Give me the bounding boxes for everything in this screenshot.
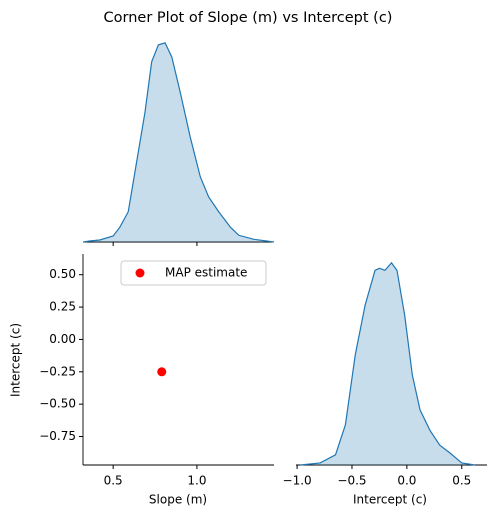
y-tick-label: −0.50	[39, 397, 76, 411]
x-axis-label: Slope (m)	[149, 493, 207, 507]
x-tick-label: 0.0	[397, 474, 416, 488]
y-tick-label: −0.25	[39, 364, 76, 378]
x-tick-label: 0.5	[452, 474, 471, 488]
y-tick-label: −0.75	[39, 429, 76, 443]
y-tick-label: 0.25	[49, 300, 76, 314]
density-line	[82, 42, 275, 243]
y-tick-label: 0.50	[49, 267, 76, 281]
density-line	[300, 261, 476, 466]
x-tick-label: 0.5	[104, 474, 123, 488]
legend-label: MAP estimate	[165, 266, 247, 280]
point	[157, 367, 167, 377]
x-axis-label: Intercept (c)	[353, 493, 427, 507]
density-contours	[85, 261, 260, 442]
y-tick-label: 0.00	[49, 332, 76, 346]
legend-marker	[135, 268, 145, 278]
density-area	[300, 262, 475, 465]
chart-title: Corner Plot of Slope (m) vs Intercept (c…	[104, 10, 393, 26]
density-area	[83, 42, 274, 242]
y-axis-label: Intercept (c)	[9, 323, 23, 397]
x-tick-label: −1.0	[283, 474, 312, 488]
x-tick-label: 1.0	[187, 474, 206, 488]
legend-box	[120, 260, 267, 286]
x-tick-label: −0.5	[337, 474, 366, 488]
